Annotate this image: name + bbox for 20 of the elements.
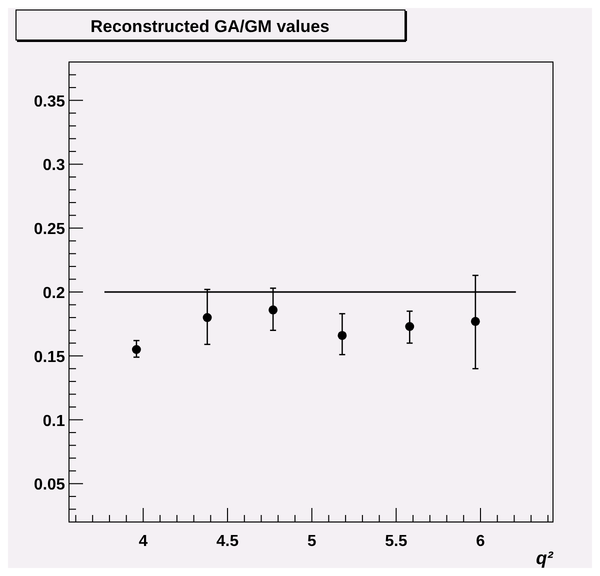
point	[470, 316, 480, 326]
x-tick-label: 5.5	[385, 533, 408, 550]
x-tick-label: 5	[307, 533, 316, 550]
x-tick-label: 6	[476, 533, 486, 550]
y-tick-label: 0.05	[34, 476, 66, 494]
y-tick-label: 0.1	[42, 412, 66, 430]
point	[202, 313, 212, 322]
x-axis-title: q²	[536, 548, 554, 568]
point	[132, 345, 141, 354]
point	[405, 322, 414, 331]
point	[338, 330, 347, 340]
x-tick-label: 4	[138, 533, 148, 550]
y-tick-label: 0.2	[42, 285, 66, 302]
y-tick-label: 0.35	[34, 93, 66, 110]
y-tick-label: 0.15	[34, 348, 66, 366]
y-tick-label: 0.25	[34, 221, 66, 238]
x-tick-label: 4.5	[216, 533, 239, 550]
y-tick-label: 0.3	[42, 157, 66, 174]
chart-title: Reconstructed GA/GM values	[90, 17, 330, 36]
point	[268, 305, 278, 314]
